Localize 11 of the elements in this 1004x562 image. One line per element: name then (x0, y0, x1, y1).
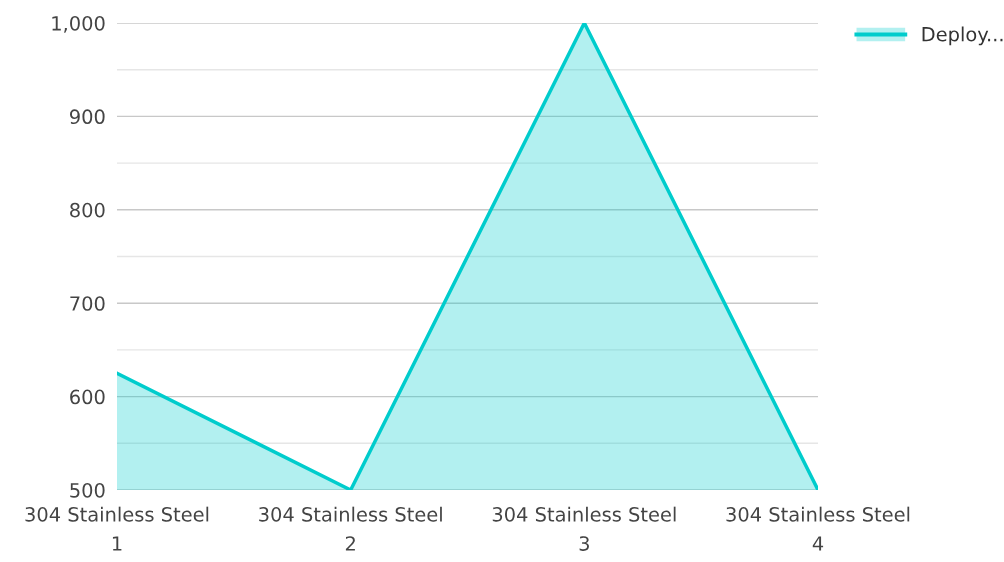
y-tick-label: 600 (70, 389, 105, 405)
y-tick-label: 700 (70, 296, 105, 311)
x-tick-label: 304 Stainless Steel 3 (492, 506, 676, 551)
y-tick-label: 1,000 (52, 15, 105, 33)
y-tick-label: 500 (70, 482, 105, 498)
y-tick-label: 900 (70, 109, 105, 125)
y-tick-label: 800 (70, 202, 105, 218)
x-tick-label: 304 Stainless Steel 1 (25, 506, 209, 551)
x-tick-label: 304 Stainless Steel 4 (726, 506, 910, 551)
x-tick-label: 304 Stainless Steel 2 (259, 506, 442, 551)
legend-label: Deploy... (922, 26, 1003, 46)
